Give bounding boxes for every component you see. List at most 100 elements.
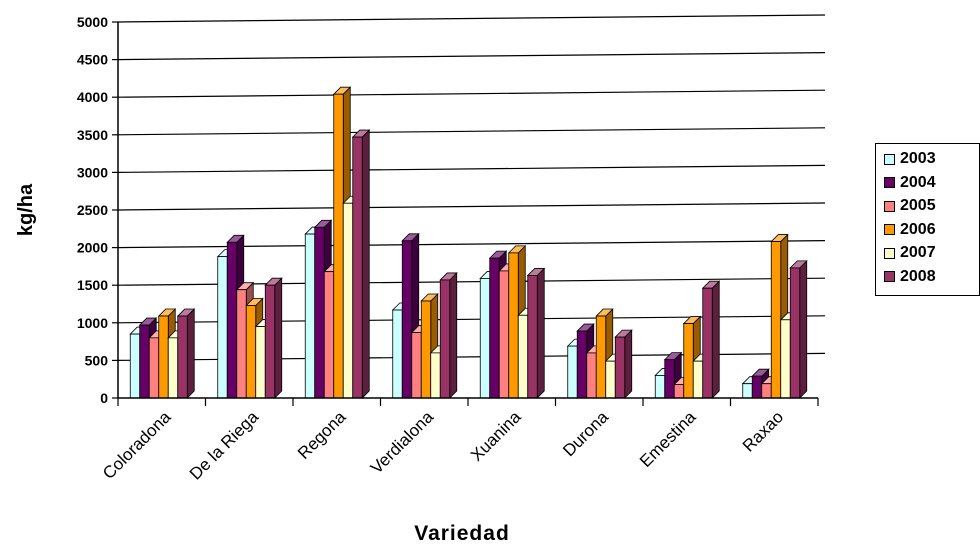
- bar-2008-emestina: [701, 280, 721, 399]
- bar-front: [508, 252, 519, 399]
- legend-label: 2007: [900, 244, 936, 261]
- bar-front: [236, 289, 247, 399]
- y-tick-label: 3000: [77, 164, 108, 180]
- bar-side: [536, 267, 545, 399]
- bar-front: [664, 359, 675, 399]
- legend-item-2005: 2005: [884, 196, 936, 216]
- bar-2008-verdialona: [439, 271, 458, 399]
- bar-front: [692, 360, 704, 399]
- bar-front: [595, 315, 607, 399]
- legend-item-2004: 2004: [884, 173, 936, 193]
- bar-front: [489, 257, 500, 399]
- bar-front: [304, 233, 316, 399]
- legend-label: 2006: [900, 220, 936, 238]
- bar-front: [527, 275, 538, 399]
- x-tick-label: Xuanina: [467, 407, 525, 465]
- y-tick-label: 4000: [77, 89, 108, 105]
- bar-front: [586, 352, 597, 399]
- bar-front: [770, 241, 782, 399]
- bar-side: [449, 271, 458, 399]
- bar-front: [392, 309, 403, 399]
- bar-front: [264, 284, 276, 399]
- bar-front: [226, 241, 238, 399]
- y-axis-label: kg/ha: [15, 183, 37, 236]
- bar-front: [683, 323, 694, 399]
- bar-front: [517, 314, 529, 399]
- bar-2008-raxao: [789, 259, 808, 399]
- y-tick-label: 1500: [77, 277, 108, 293]
- bar-side: [711, 280, 720, 399]
- legend-swatch: [884, 177, 895, 188]
- legend-item-2006: 2006: [884, 220, 936, 240]
- gridline: [117, 52, 826, 61]
- bar-front: [342, 202, 354, 399]
- bar-side: [274, 277, 283, 399]
- bar-front: [430, 352, 441, 399]
- bar-front: [479, 278, 491, 399]
- legend-label: 2004: [900, 173, 936, 191]
- bar-side: [799, 259, 808, 399]
- x-tick-label: De la Riega: [186, 407, 263, 484]
- gridline: [117, 127, 826, 136]
- bar-front: [439, 279, 451, 399]
- bar-front: [255, 326, 266, 399]
- bar-series: [129, 86, 808, 399]
- bar-front: [411, 332, 422, 399]
- axes: [112, 21, 819, 406]
- legend-label: 2003: [900, 150, 936, 167]
- bar-2008-de-la-riega: [264, 277, 283, 399]
- bar-2008-xuanina: [526, 267, 546, 399]
- x-tick-label: Regona: [294, 407, 350, 463]
- bar-front: [139, 324, 150, 399]
- legend-label: 2005: [900, 197, 936, 214]
- x-tick-label: Durona: [559, 407, 612, 460]
- bar-2008-regona: [351, 129, 371, 399]
- bar-front: [245, 305, 257, 399]
- bar-front: [158, 315, 169, 399]
- gridline: [117, 14, 826, 23]
- bar-front: [702, 287, 713, 399]
- y-tick-label: 5000: [77, 14, 108, 30]
- bar-side: [624, 329, 633, 399]
- bar-front: [323, 271, 335, 399]
- x-axis-label: Variedad: [414, 522, 510, 545]
- bar-front: [761, 383, 772, 399]
- x-tick-label: Raxao: [739, 407, 787, 455]
- bar-front: [167, 337, 179, 399]
- legend-swatch: [884, 271, 895, 282]
- bar-front: [333, 93, 344, 399]
- bar-front: [567, 345, 578, 399]
- bar-front: [148, 337, 160, 399]
- bar-front: [129, 333, 141, 399]
- gridline: [117, 89, 826, 98]
- bar-front: [654, 375, 666, 399]
- bar-front: [673, 384, 685, 399]
- bar-front: [420, 300, 432, 399]
- x-tick-label: Emestina: [636, 407, 700, 471]
- y-tick-label: 1000: [77, 315, 108, 331]
- x-tick-label: Verdialona: [367, 407, 438, 478]
- legend-swatch: [884, 247, 895, 259]
- legend-item-2007: 2007: [884, 243, 936, 263]
- bar-front: [789, 267, 801, 399]
- x-tick-label: Coloradona: [99, 407, 175, 483]
- bar-front: [498, 270, 510, 399]
- bar-side: [186, 308, 195, 399]
- bar-front: [742, 383, 753, 399]
- legend-swatch: [884, 224, 895, 235]
- bar-front: [314, 226, 325, 399]
- bar-side: [361, 129, 370, 399]
- y-tick-label: 2000: [77, 240, 108, 256]
- y-tick-label: 4500: [77, 52, 108, 68]
- bar-front: [177, 315, 188, 399]
- bar-front: [605, 360, 616, 399]
- bar-2008-coloradona: [176, 308, 196, 399]
- legend-item-2008: 2008: [884, 267, 936, 287]
- legend-swatch: [884, 200, 895, 212]
- x-tick-labels: Coloradona De la Riega Regona Verdialona Xua…: [99, 407, 787, 484]
- bar-front: [576, 330, 588, 399]
- bar-front: [401, 240, 413, 399]
- gridline: [117, 164, 826, 173]
- bar-front: [614, 336, 626, 399]
